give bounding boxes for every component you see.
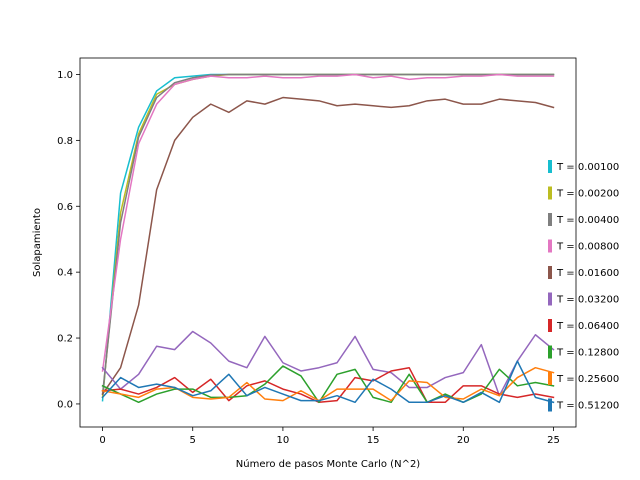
legend-swatch-5	[548, 292, 552, 306]
series-line-5	[101, 330, 555, 397]
legend-label-8: T = 0.25600	[556, 374, 619, 385]
y-tick-label: 1.0	[57, 70, 73, 81]
legend-label-7: T = 0.12800	[556, 348, 619, 359]
x-tick-label: 15	[367, 435, 380, 446]
legend-swatch-3	[548, 239, 552, 253]
ticks-layer: 0 5 10 15 20 25 0.0 0.2 0.4 0.6 0.8 1.0	[57, 70, 560, 446]
y-tick-label: 0.2	[57, 334, 73, 345]
legend-label-1: T = 0.00200	[556, 189, 619, 200]
series-line-9	[101, 360, 555, 404]
legend: T = 0.00100 T = 0.00200 T = 0.00400 T = 0.0…	[548, 160, 619, 412]
legend-label-3: T = 0.00800	[556, 242, 619, 253]
plot-lines-layer	[101, 73, 555, 404]
series-line-0	[101, 73, 555, 402]
legend-label-2: T = 0.00400	[556, 215, 619, 226]
legend-label-6: T = 0.06400	[556, 321, 619, 332]
x-axis-label: Número de pasos Monte Carlo (N^2)	[236, 458, 421, 470]
series-line-4	[101, 96, 555, 396]
series-line-7	[101, 365, 555, 404]
y-tick-label: 0.0	[57, 399, 73, 410]
legend-swatch-9	[548, 398, 552, 412]
x-tick-label: 25	[547, 435, 560, 446]
legend-swatch-2	[548, 213, 552, 226]
x-tick-label: 10	[277, 435, 290, 446]
x-tick-label: 20	[457, 435, 470, 446]
x-tick-label: 0	[99, 435, 105, 446]
y-tick-label: 0.8	[57, 136, 73, 147]
legend-label-0: T = 0.00100	[556, 162, 619, 173]
y-tick-label: 0.4	[57, 268, 73, 279]
legend-swatch-6	[548, 319, 552, 332]
y-tick-label: 0.6	[57, 202, 73, 213]
series-line-2	[101, 73, 555, 395]
legend-label-5: T = 0.03200	[556, 295, 619, 306]
legend-label-4: T = 0.01600	[556, 268, 619, 279]
y-axis-label: Solapamiento	[32, 208, 43, 277]
axes-frame	[79, 57, 577, 428]
series-line-3	[101, 73, 555, 372]
legend-swatch-0	[548, 160, 552, 173]
series-line-6	[101, 366, 555, 404]
legend-swatch-8	[548, 372, 552, 385]
legend-swatch-1	[548, 186, 552, 200]
legend-swatch-4	[548, 266, 552, 279]
legend-swatch-7	[548, 345, 552, 359]
x-tick-label: 5	[190, 435, 196, 446]
legend-label-9: T = 0.51200	[556, 401, 619, 412]
